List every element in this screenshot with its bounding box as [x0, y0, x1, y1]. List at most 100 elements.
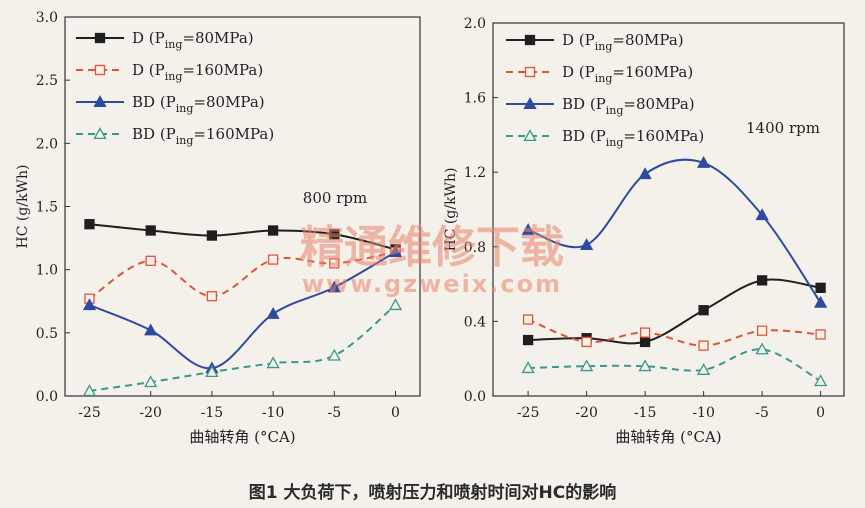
x-tick-label: -25	[78, 405, 101, 421]
data-point	[579, 359, 594, 372]
y-tick-label: 2.5	[36, 73, 58, 89]
series-3	[521, 156, 828, 308]
data-point	[696, 156, 711, 168]
x-tick-label: 0	[391, 405, 400, 421]
legend-label: D (Ping=160MPa)	[562, 63, 693, 85]
x-axis-label: 曲轴转角 (°CA)	[189, 428, 295, 446]
rpm-annotation: 1400 rpm	[746, 119, 820, 137]
data-point	[266, 356, 280, 369]
x-tick-label: -5	[755, 405, 769, 421]
y-tick-label: 0.0	[464, 389, 486, 405]
legend-marker	[524, 34, 536, 46]
x-tick-label: -20	[575, 405, 598, 421]
series-line	[89, 223, 396, 251]
data-point	[581, 336, 592, 348]
legend-label: BD (Ping=160MPa)	[132, 125, 274, 147]
data-point	[755, 342, 769, 355]
series-line	[527, 158, 822, 304]
data-point	[145, 225, 156, 236]
data-point	[144, 323, 158, 336]
y-axis-label: HC (g/kWh)	[443, 168, 459, 252]
data-point	[206, 230, 218, 241]
y-tick-label: 2.0	[464, 16, 486, 32]
y-tick-label: 1.2	[464, 165, 486, 181]
plot-frame	[492, 22, 845, 397]
series-line	[527, 318, 821, 347]
data-point	[206, 291, 218, 302]
data-point	[579, 238, 594, 250]
y-tick-label: 2.0	[36, 136, 58, 152]
data-point	[327, 280, 341, 293]
y-tick-label: 0.5	[36, 326, 58, 342]
rpm-annotation: 800 rpm	[303, 189, 367, 207]
x-tick-label: -10	[692, 405, 715, 421]
legend-label: D (Ping=160MPa)	[132, 61, 263, 83]
data-point	[267, 254, 279, 265]
data-point	[329, 229, 340, 240]
data-point	[266, 307, 280, 319]
x-tick-label: 0	[816, 405, 825, 421]
data-point	[698, 305, 709, 316]
data-point	[638, 359, 652, 372]
data-point	[813, 295, 828, 308]
y-tick-label: 1.0	[36, 263, 58, 279]
series-4	[82, 298, 403, 396]
data-point	[144, 375, 158, 388]
x-axis-label: 曲轴转角 (°CA)	[615, 428, 721, 446]
y-axis-label: HC (g/kWh)	[15, 165, 31, 249]
legend-marker	[524, 66, 536, 78]
x-tick-label: -25	[517, 405, 540, 421]
x-tick-label: -20	[139, 405, 162, 421]
data-point	[327, 348, 341, 361]
data-point	[329, 258, 340, 269]
legend-label: D (Ping=80MPa)	[132, 29, 254, 51]
data-point	[521, 223, 535, 236]
legend-label: D (Ping=80MPa)	[562, 31, 684, 53]
data-point	[82, 298, 97, 311]
series-line	[89, 251, 397, 370]
legend-marker	[523, 97, 537, 110]
legend-marker	[94, 32, 106, 44]
data-point	[639, 327, 651, 338]
legend-label: BD (Ping=80MPa)	[132, 93, 265, 115]
data-point	[388, 245, 403, 258]
data-point	[639, 336, 651, 348]
watermark-url: www.gzweix.com	[302, 270, 562, 298]
figure-caption: 图1 大负荷下，喷射压力和喷射时间对HC的影响	[248, 483, 617, 503]
series-line	[528, 278, 821, 345]
x-tick-label: -10	[262, 405, 285, 421]
data-point	[84, 219, 95, 230]
legend-marker	[523, 129, 537, 142]
data-point	[267, 225, 279, 236]
data-point	[756, 275, 768, 286]
legend-marker	[93, 127, 107, 140]
data-point	[815, 329, 826, 340]
data-point	[522, 314, 534, 325]
data-point	[388, 298, 403, 311]
y-tick-label: 0.4	[464, 314, 486, 330]
y-tick-label: 1.6	[464, 91, 486, 107]
legend: D (Ping=80MPa) D (Ping=160MPa) BD (Ping=80…	[76, 29, 274, 147]
data-point	[205, 365, 219, 378]
legend-marker	[94, 64, 106, 76]
data-point	[522, 334, 534, 346]
data-point	[696, 363, 711, 375]
series-4	[521, 342, 828, 387]
data-point	[756, 325, 768, 336]
y-tick-label: 3.0	[36, 10, 58, 26]
series-2	[522, 314, 826, 351]
chart-1: 0.0 0.5 1.0 1.5 2.0 2.5 3.0 -25 -20 -15 -10 -5 0 HC (…	[15, 10, 421, 446]
data-point	[698, 340, 709, 351]
legend-label: BD (Ping=80MPa)	[562, 95, 695, 117]
data-point	[755, 208, 769, 221]
series-line	[528, 348, 822, 382]
series-3	[82, 245, 403, 374]
legend-marker	[93, 95, 107, 108]
x-tick-label: -15	[634, 405, 657, 421]
legend: D (Ping=80MPa) D (Ping=160MPa) BD (Ping=80…	[506, 31, 704, 149]
series-1	[522, 275, 826, 348]
series-line	[89, 304, 397, 392]
data-point	[145, 255, 156, 266]
y-tick-label: 0.0	[36, 389, 58, 405]
legend-label: BD (Ping=160MPa)	[562, 127, 704, 149]
